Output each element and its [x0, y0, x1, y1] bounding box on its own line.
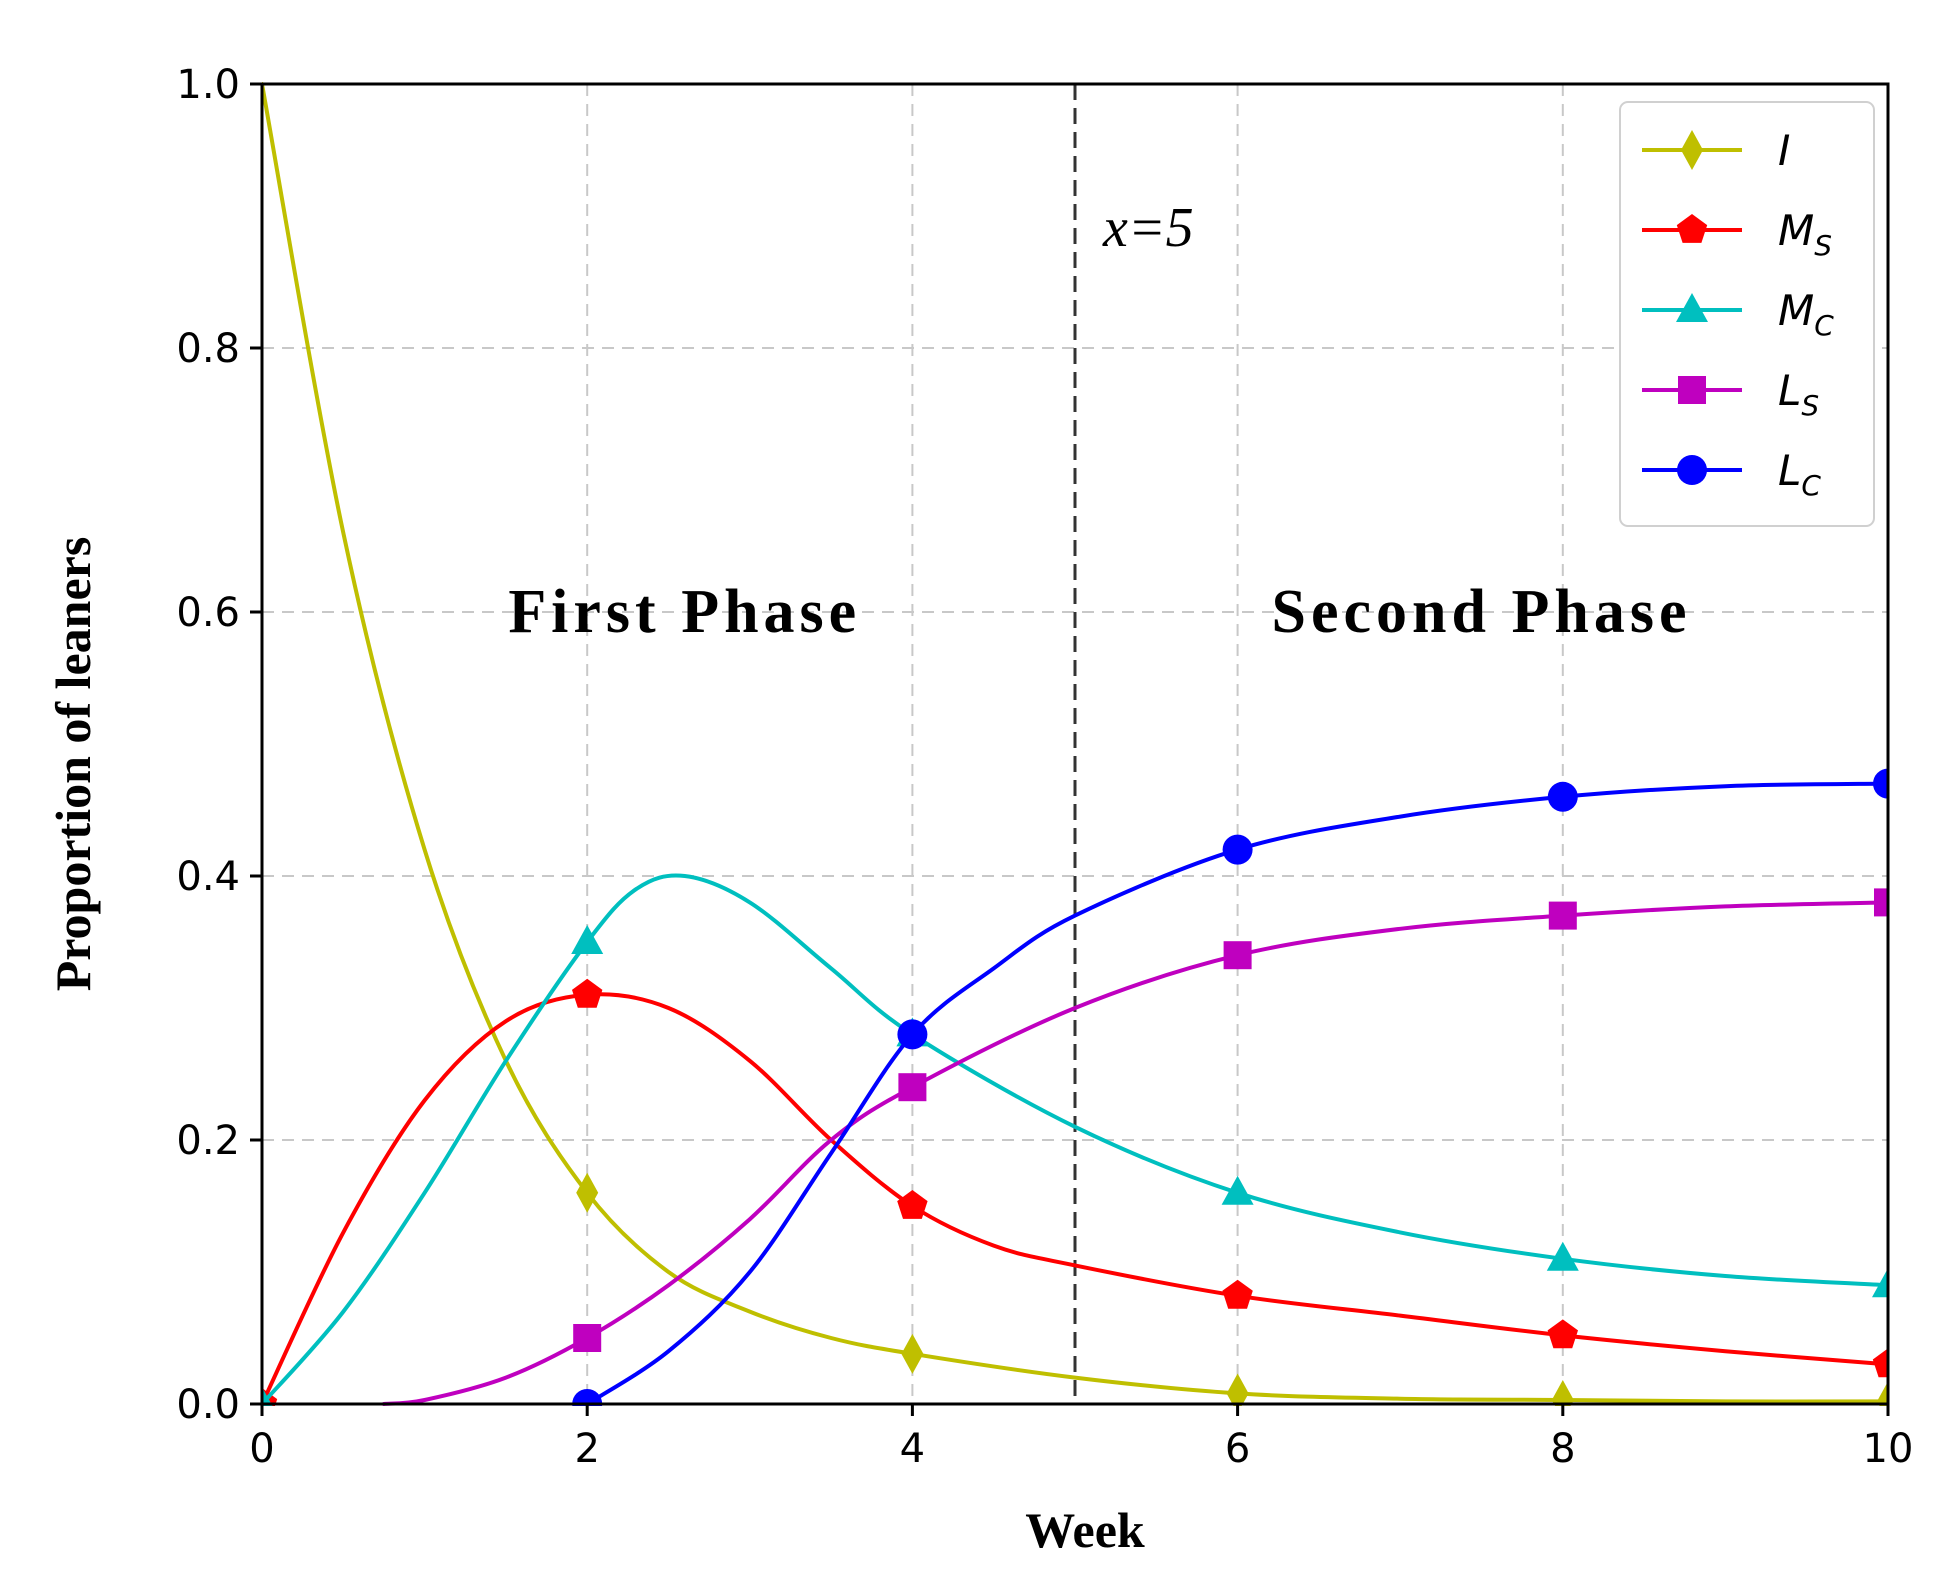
- data-point-lc: [897, 1019, 928, 1050]
- data-point-ms: [1222, 1279, 1253, 1309]
- legend-item-lc: LC: [1642, 446, 1821, 502]
- y-tick-label: 0.6: [176, 590, 240, 636]
- legend-label-mc: MC: [1778, 286, 1834, 342]
- legend-marker-lc: [1677, 455, 1707, 485]
- data-point-ls: [1223, 941, 1252, 970]
- legend-label-i: I: [1778, 126, 1790, 175]
- x-tick-label: 10: [1863, 1426, 1914, 1472]
- legend-label-lc: LC: [1778, 446, 1821, 502]
- series-line-ms: [262, 992, 1888, 1406]
- data-point-mc: [1221, 1175, 1254, 1205]
- legend-label-main: L: [1778, 446, 1801, 495]
- data-point-lc: [572, 1389, 603, 1406]
- data-point-i: [576, 1172, 599, 1213]
- legend-label-subscript: S: [1814, 229, 1832, 262]
- series-line-lc: [585, 781, 1888, 1406]
- legend-marker-ms: [1676, 214, 1708, 243]
- legend-item-mc: MC: [1642, 286, 1834, 342]
- series-line-mc: [262, 873, 1888, 1406]
- legend-label-main: M: [1778, 286, 1814, 335]
- y-tick-label: 0.2: [176, 1118, 240, 1164]
- data-point-mc: [571, 925, 604, 954]
- legend-label-ls: LS: [1778, 366, 1819, 422]
- data-point-lc: [1547, 781, 1578, 812]
- data-point-ms: [1872, 1348, 1888, 1378]
- data-point-i: [1551, 1380, 1574, 1406]
- legend-box: [1619, 101, 1875, 527]
- data-point-mc: [1872, 1268, 1888, 1298]
- data-point-mc: [1546, 1241, 1579, 1271]
- x-tick-label: 6: [1225, 1426, 1250, 1472]
- x-tick-label: 0: [249, 1426, 274, 1472]
- data-point-ms: [572, 978, 603, 1008]
- legend-item-ms: MS: [1642, 206, 1832, 262]
- series-layer: [262, 82, 1888, 1406]
- second-phase-label: Second Phase: [1272, 578, 1692, 646]
- data-point-ls: [1548, 901, 1577, 930]
- series-line-i: [262, 82, 1888, 1404]
- x-tick-label: 8: [1550, 1426, 1575, 1472]
- y-axis-title: Proportion of leaners: [45, 537, 101, 992]
- series-ls: [381, 888, 1888, 1406]
- data-point-ms: [897, 1190, 928, 1219]
- data-point-ls: [1874, 888, 1888, 917]
- legend-label-subscript: C: [1814, 309, 1834, 342]
- legend-marker-ls: [1678, 376, 1706, 404]
- data-point-i: [1226, 1373, 1249, 1406]
- x-tick-label: 2: [574, 1426, 599, 1472]
- y-tick-label: 0.4: [176, 854, 240, 900]
- ticks-layer: 0 2 4 6 8 10 0.0 0.2 0.4 0.6 0.8 1.0: [176, 62, 1913, 1472]
- vline-annotation: x=5: [1102, 197, 1194, 259]
- y-tick-label: 1.0: [176, 62, 240, 108]
- y-tick-label: 0.0: [176, 1382, 240, 1428]
- data-point-lc: [1222, 834, 1253, 865]
- legend-label-subscript: C: [1801, 469, 1821, 502]
- plot-frame: [260, 82, 1890, 1406]
- series-lc: [572, 768, 1888, 1406]
- legend-marker-i: [1681, 130, 1703, 170]
- legend-label-main: M: [1778, 206, 1814, 255]
- data-point-ms: [1547, 1319, 1578, 1349]
- legend-label-main: I: [1778, 126, 1790, 175]
- legend-label-ms: MS: [1778, 206, 1832, 262]
- y-tick-label: 0.8: [176, 326, 240, 372]
- legend-marker-mc: [1676, 293, 1708, 322]
- data-point-ls: [898, 1073, 927, 1102]
- x-tick-label: 4: [900, 1426, 925, 1472]
- data-point-lc: [1873, 768, 1888, 799]
- legend-label-main: L: [1778, 366, 1801, 415]
- series-i: [262, 82, 1888, 1406]
- data-point-ls: [573, 1324, 602, 1352]
- legend-item-ls: LS: [1642, 366, 1819, 422]
- data-point-i: [901, 1333, 924, 1374]
- data-point-i: [1877, 1381, 1888, 1406]
- x-axis-title: Week: [1025, 1502, 1145, 1558]
- data-point-mc: [262, 1387, 273, 1406]
- legend-item-i: I: [1642, 126, 1790, 175]
- first-phase-label: First Phase: [508, 578, 861, 646]
- labels-layer: Week Proportion of leaners x=5 First Phase S…: [45, 197, 1692, 1558]
- legend-label-subscript: S: [1801, 389, 1819, 422]
